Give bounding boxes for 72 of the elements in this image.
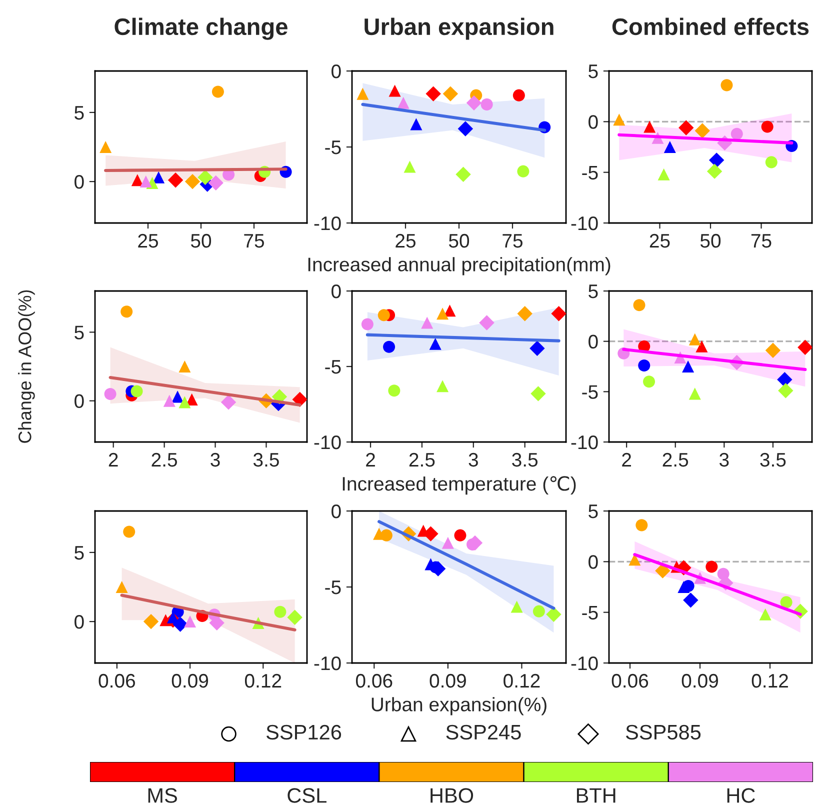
- text: SSP585: [626, 724, 701, 740]
- x-tick-label: 0.09: [430, 674, 466, 688]
- x-axis-title: Urban expansion(%): [372, 697, 546, 716]
- x-tick-label: 2.5: [662, 452, 688, 467]
- y-tick-label: 0: [332, 504, 341, 518]
- x-tick-label: 3.5: [253, 452, 279, 467]
- x-axis-title: Increased temperature (℃): [342, 476, 576, 495]
- category-label: HBO: [430, 788, 474, 803]
- x-tick-label: 0.06: [98, 674, 135, 688]
- x-axis-title: Increased annual precipitation(mm): [308, 257, 610, 276]
- x-tick-label: 2: [366, 452, 375, 467]
- x-tick-label: 50: [190, 234, 212, 248]
- y-tick-label: -5: [582, 606, 598, 620]
- x-tick-label: 0.09: [682, 674, 718, 688]
- y-tick-label: -10: [314, 435, 341, 450]
- x-tick-label: 50: [700, 234, 721, 248]
- x-tick-label: 0.06: [612, 674, 648, 688]
- x-tick-label: 75: [751, 234, 772, 248]
- y-tick-label: 0: [74, 175, 84, 189]
- x-tick-label: 0.06: [356, 674, 392, 688]
- x-tick-label: 25: [650, 234, 670, 248]
- text: SSP126: [266, 724, 342, 740]
- y-tick-label: 0: [332, 64, 341, 78]
- x-tick-label: 0.12: [244, 674, 282, 688]
- y-tick-label: 0: [588, 555, 598, 569]
- x-tick-label: 0.12: [504, 674, 540, 688]
- y-tick-label: 5: [588, 284, 598, 298]
- x-tick-label: 75: [244, 234, 264, 248]
- x-tick-label: 75: [502, 234, 522, 248]
- y-tick-label: 5: [74, 106, 84, 120]
- y-tick-label: 5: [74, 546, 84, 560]
- category-label: CSL: [288, 788, 326, 803]
- category-label: HC: [727, 788, 755, 803]
- y-tick-label: -5: [325, 140, 341, 154]
- text: SSP245: [446, 724, 521, 740]
- y-tick-label: 0: [74, 615, 84, 629]
- y-tick-label: 0: [74, 394, 84, 408]
- chart-title: Climate change: [114, 18, 288, 40]
- x-tick-label: 3.5: [760, 452, 786, 467]
- x-tick-label: 2: [108, 452, 118, 467]
- x-tick-label: 25: [396, 234, 416, 248]
- y-tick-label: -10: [571, 435, 598, 450]
- y-tick-label: 5: [588, 504, 598, 518]
- x-tick-label: 2.5: [409, 452, 435, 467]
- chart-title: Combined effects: [612, 18, 809, 36]
- y-tick-label: -10: [314, 216, 341, 230]
- y-tick-label: -5: [325, 360, 341, 374]
- x-tick-label: 50: [448, 234, 470, 248]
- y-tick-label: -10: [314, 656, 341, 670]
- x-tick-label: 0.12: [752, 674, 788, 688]
- x-tick-label: 3.5: [512, 452, 538, 467]
- category-label: MS: [148, 788, 177, 803]
- y-tick-label: -5: [325, 580, 341, 594]
- y-tick-label: 0: [588, 334, 598, 349]
- x-tick-label: 25: [138, 234, 158, 248]
- x-tick-label: 2.5: [152, 452, 178, 467]
- y-tick-label: 0: [332, 284, 341, 298]
- x-tick-label: 3: [210, 452, 220, 467]
- x-tick-label: 3: [468, 452, 478, 467]
- x-tick-label: 2: [622, 452, 631, 467]
- x-tick-label: 3: [720, 452, 729, 467]
- y-tick-label: 5: [74, 326, 84, 340]
- category-label: BTH: [576, 788, 616, 803]
- y-tick-label: 5: [588, 64, 598, 78]
- y-tick-label: 0: [588, 115, 598, 129]
- chart-title: Urban expansion: [364, 18, 554, 40]
- x-tick-label: 0.09: [172, 674, 208, 688]
- y-axis-title: Change in AOO(%): [18, 290, 35, 443]
- y-tick-label: -5: [582, 385, 598, 399]
- y-tick-label: -10: [571, 656, 598, 670]
- y-tick-label: -5: [582, 166, 598, 180]
- y-tick-label: -10: [571, 216, 598, 230]
